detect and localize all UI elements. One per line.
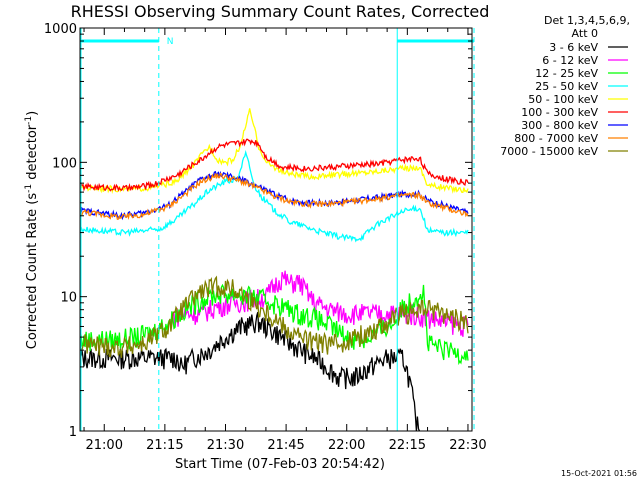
series-line-6	[80, 138, 469, 192]
series-line-1	[80, 312, 421, 431]
legend-label: 3 - 6 keV	[549, 41, 598, 54]
plot-frame	[79, 27, 473, 432]
legend-label: 7000 - 15000 keV	[500, 145, 598, 158]
y-tick-label: 100	[52, 156, 77, 171]
y-axis-label: Corrected Count Rate (s-1 detector-1)	[24, 111, 40, 349]
series-line-8	[80, 172, 469, 221]
x-tick-label: 21:30	[207, 438, 244, 453]
y-tick-label: 10	[60, 291, 77, 306]
x-tick-label: 22:15	[389, 438, 426, 453]
x-tick-label: 21:00	[86, 438, 123, 453]
flag-label: N	[167, 37, 174, 47]
y-label-superscript: -1	[24, 184, 34, 193]
y-label-part: )	[25, 111, 40, 116]
legend-label: 6 - 12 keV	[542, 54, 598, 67]
y-label-superscript: -1	[24, 116, 34, 125]
legend-header-line-1: Det 1,3,4,5,6,9,	[544, 14, 630, 27]
legend-label: 50 - 100 keV	[528, 93, 598, 106]
series-line-7	[80, 170, 469, 221]
x-axis-label: Start Time (07-Feb-03 20:54:42)	[175, 457, 385, 472]
series-line-9	[80, 275, 469, 358]
legend-label: 25 - 50 keV	[535, 80, 598, 93]
y-label-part: Corrected Count Rate (s	[25, 193, 40, 350]
y-tick-label: 1	[69, 425, 77, 440]
x-axis: 21:00 21:15 21:30 21:45 22:00 22:15 22:30	[83, 28, 487, 453]
legend-label: 800 - 7000 keV	[514, 132, 598, 145]
legend-label: 12 - 25 keV	[535, 67, 598, 80]
x-tick-label: 22:00	[328, 438, 365, 453]
x-tick-label: 22:30	[449, 438, 486, 453]
legend-header-line-2: Att 0	[572, 27, 598, 40]
y-tick-label: 1000	[44, 22, 77, 37]
series-line-4	[80, 149, 469, 243]
x-tick-label: 21:45	[267, 438, 304, 453]
y-label-part: detector	[25, 124, 40, 184]
x-tick-label: 21:15	[146, 438, 183, 453]
legend-label: 300 - 800 keV	[521, 119, 598, 132]
chart-title: RHESSI Observing Summary Count Rates, Co…	[71, 2, 490, 21]
legend-label: 100 - 300 keV	[521, 106, 598, 119]
flag-layer: N	[80, 28, 475, 431]
series-line-2	[172, 270, 469, 337]
plot-area	[80, 108, 469, 431]
series-group	[80, 108, 469, 431]
y-axis: 1 10 100 1000	[44, 22, 472, 440]
series-line-5	[80, 108, 469, 195]
timestamp: 15-Oct-2021 01:56	[561, 469, 637, 478]
